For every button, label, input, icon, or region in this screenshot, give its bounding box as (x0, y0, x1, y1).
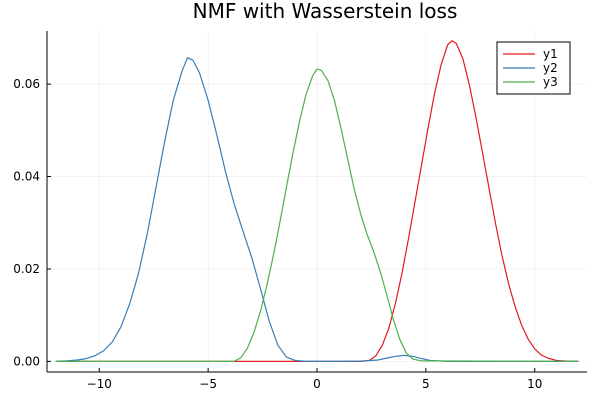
x-tick-label: 5 (422, 377, 430, 391)
legend-label-y2: y2 (543, 61, 558, 75)
y-tick-label: 0.04 (13, 170, 40, 184)
legend-label-y1: y1 (543, 47, 558, 61)
series-line-y2 (55, 57, 579, 362)
y-tick-label: 0.06 (13, 77, 40, 91)
axes: −10 −5 0 5 10 0.00 0.02 0.04 0.06 (13, 31, 587, 391)
series-line-y3 (55, 68, 579, 362)
series-layer (55, 40, 579, 362)
y-tick-label: 0.00 (13, 354, 40, 368)
x-tick-label: −5 (199, 377, 217, 391)
x-tick-label: 0 (313, 377, 321, 391)
x-tick-label: 10 (527, 377, 542, 391)
legend-label-y3: y3 (543, 75, 558, 89)
x-tick-label: −10 (87, 377, 112, 391)
y-tick-label: 0.02 (13, 262, 40, 276)
chart-title: NMF with Wasserstein loss (193, 0, 458, 23)
